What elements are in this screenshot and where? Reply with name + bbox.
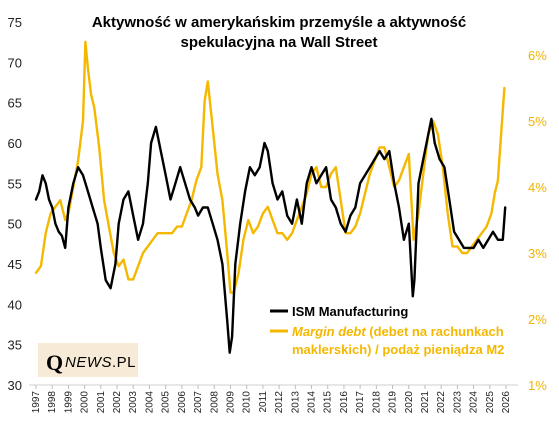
x-tick-label: 2002 [112,391,123,414]
x-tick-label: 2016 [339,391,350,414]
y-left-tick-label: 75 [8,15,22,30]
x-tick-label: 2021 [420,391,431,414]
legend: ISM Manufacturing Margin debt (debet na … [270,304,504,357]
x-tick-label: 2009 [225,391,236,414]
x-tick-label: 2026 [501,391,512,414]
y-left-tick-label: 30 [8,378,22,393]
x-tick-label: 2020 [404,391,415,414]
x-axis: 1997 1998 1999 2000 2001 2002 2003 2004 2005 2006… [31,385,512,413]
qnews-logo: Q NEWS.PL [38,343,138,377]
legend-label-margin-line-1: Margin debt (debet na rachunkach [292,324,504,339]
logo-text: NEWS.PL [65,354,136,371]
y-left-tick-label: 70 [8,55,22,70]
x-tick-label: 2005 [161,391,172,414]
y-right-tick-label: 3% [528,246,547,261]
y-right-tick-label: 4% [528,180,547,195]
logo-news: NEWS [65,354,112,371]
chart-title-line-1: Aktywność w amerykańskim przemyśle a akt… [92,14,466,31]
y-axis-left: 30 35 40 45 50 55 60 65 70 75 [8,15,22,393]
x-tick-label: 2007 [193,391,204,414]
x-tick-label: 2006 [177,391,188,414]
x-tick-label: 2019 [388,391,399,414]
chart-title-line-2: spekulacyjna na Wall Street [180,34,377,51]
x-tick-label: 2022 [436,391,447,414]
y-left-tick-label: 50 [8,217,22,232]
legend-label-margin-line-2: maklerskich) / podaż pieniądza M2 [292,342,504,357]
plot-lines [34,40,507,354]
x-tick-label: 2018 [371,391,382,414]
x-tick-label: 2004 [144,391,155,414]
legend-label-ism: ISM Manufacturing [292,304,408,319]
y-left-tick-label: 35 [8,338,22,353]
x-tick-label: 1998 [47,391,58,414]
y-left-tick-label: 65 [8,96,22,111]
y-right-tick-label: 5% [528,114,547,129]
x-tick-label: 2003 [128,391,139,414]
x-tick-label: 2011 [258,391,269,413]
x-tick-label: 1997 [31,391,42,414]
x-tick-label: 2001 [96,391,107,414]
x-tick-label: 2024 [469,391,480,414]
y-axis-right: 1% 2% 3% 4% 5% 6% [528,48,547,393]
y-left-tick-label: 55 [8,176,22,191]
x-tick-label: 2017 [355,391,366,414]
logo-q-letter: Q [46,350,64,375]
y-right-tick-label: 1% [528,378,547,393]
legend-label-margin-italic: Margin debt [292,324,366,339]
series-line-ism [34,117,507,354]
x-tick-label: 2023 [452,391,463,414]
x-tick-label: 2025 [485,391,496,414]
legend-label-margin-rest: (debet na rachunkach [366,324,504,339]
x-tick-label: 2008 [209,391,220,414]
y-left-tick-label: 45 [8,257,22,272]
x-tick-label: 2012 [274,391,285,414]
y-left-tick-label: 40 [8,297,22,312]
x-tick-label: 1999 [63,391,74,414]
y-left-tick-label: 60 [8,136,22,151]
y-right-tick-label: 2% [528,312,547,327]
x-tick-label: 2015 [323,391,334,414]
x-tick-label: 2000 [80,391,91,414]
y-right-tick-label: 6% [528,48,547,63]
x-tick-label: 2013 [290,391,301,414]
x-tick-label: 2014 [307,391,318,414]
x-tick-label: 2010 [242,391,253,414]
logo-suffix: .PL [112,354,137,371]
